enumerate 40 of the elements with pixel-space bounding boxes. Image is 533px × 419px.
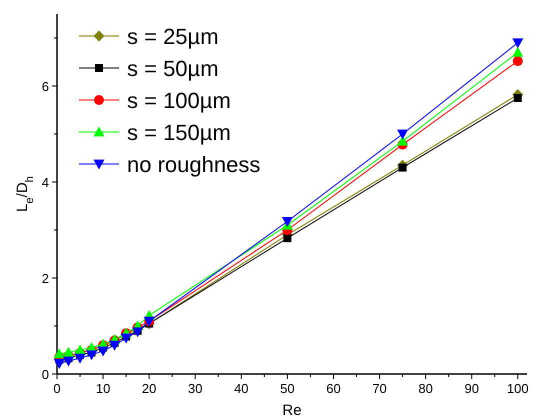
point bbox=[63, 356, 74, 367]
x-tick-label: 20 bbox=[142, 381, 156, 396]
legend-label: no roughness bbox=[127, 152, 260, 177]
point bbox=[398, 164, 407, 172]
point bbox=[132, 327, 144, 338]
point bbox=[512, 38, 524, 48]
x-tick-label: 10 bbox=[96, 381, 110, 396]
y-tick-label: 2 bbox=[42, 271, 49, 286]
y-tick-label: 0 bbox=[42, 367, 49, 382]
legend-label: s = 150µm bbox=[127, 120, 231, 145]
legend-label: s = 100µm bbox=[127, 88, 231, 113]
point bbox=[283, 234, 292, 242]
x-tick-label: 80 bbox=[418, 381, 433, 396]
y-tick-label: 6 bbox=[42, 79, 49, 94]
point bbox=[74, 344, 86, 354]
point bbox=[512, 56, 523, 66]
point bbox=[514, 94, 522, 102]
point bbox=[282, 216, 293, 227]
point bbox=[397, 130, 408, 140]
point bbox=[109, 340, 120, 351]
x-tick-label: 70 bbox=[372, 381, 387, 396]
point bbox=[54, 348, 65, 358]
x-tick-label: 0 bbox=[53, 381, 61, 396]
point bbox=[120, 334, 132, 344]
x-tick-label: 30 bbox=[188, 381, 202, 396]
point bbox=[63, 346, 74, 357]
x-tick-label: 90 bbox=[464, 381, 479, 396]
point bbox=[512, 46, 524, 57]
point bbox=[98, 346, 109, 356]
x-tick-label: 60 bbox=[326, 381, 341, 396]
x-tick-label: 100 bbox=[506, 381, 529, 396]
x-axis-title: Re bbox=[282, 402, 302, 419]
point bbox=[86, 350, 98, 360]
x-tick-label: 40 bbox=[234, 381, 249, 396]
legend-label: s = 50µm bbox=[127, 56, 219, 81]
point bbox=[74, 354, 86, 364]
point bbox=[54, 359, 65, 369]
y-tick-label: 4 bbox=[42, 175, 49, 190]
x-tick-label: 50 bbox=[280, 381, 295, 396]
legend-label: s = 25µm bbox=[127, 24, 219, 49]
